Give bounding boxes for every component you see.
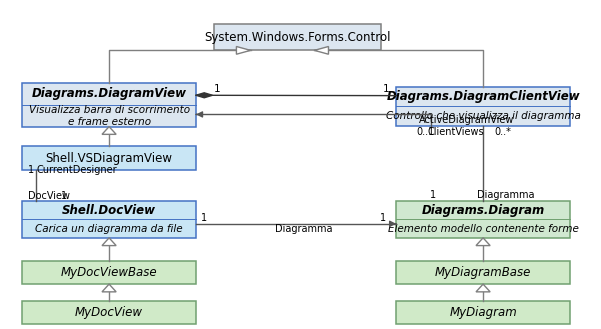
Text: ActiveDiagramView: ActiveDiagramView (419, 115, 514, 125)
Text: Diagramma: Diagramma (275, 224, 333, 234)
Bar (396, 87, 570, 126)
Polygon shape (102, 238, 116, 245)
Text: Diagrams.Diagram: Diagrams.Diagram (421, 204, 545, 216)
Text: MyDocViewBase: MyDocViewBase (61, 266, 157, 279)
Text: Carica un diagramma da file: Carica un diagramma da file (35, 224, 183, 234)
Text: 1: 1 (430, 190, 436, 200)
Polygon shape (102, 284, 116, 292)
Polygon shape (476, 284, 490, 292)
Text: 1: 1 (213, 84, 220, 94)
Text: Diagramma: Diagramma (477, 190, 535, 200)
Polygon shape (196, 93, 212, 98)
Text: MyDiagramBase: MyDiagramBase (435, 266, 531, 279)
Text: Diagrams.DiagramView: Diagrams.DiagramView (32, 88, 186, 100)
Text: 1: 1 (379, 213, 386, 222)
Bar (22, 83, 196, 127)
Text: 1: 1 (61, 190, 67, 200)
Text: 1: 1 (201, 213, 207, 222)
Text: Shell.VSDiagramView: Shell.VSDiagramView (46, 152, 172, 164)
Text: DocView: DocView (28, 190, 70, 200)
Polygon shape (476, 238, 490, 245)
Bar (396, 201, 570, 238)
Bar (22, 201, 196, 238)
Text: ClientViews: ClientViews (427, 127, 484, 138)
Text: 1: 1 (383, 85, 390, 94)
Bar (396, 301, 570, 324)
Bar (396, 261, 570, 284)
Text: Controllo che visualizza il diagramma: Controllo che visualizza il diagramma (386, 111, 581, 121)
Text: MyDocView: MyDocView (75, 306, 143, 319)
Bar (22, 146, 196, 170)
Polygon shape (314, 46, 329, 54)
Bar (213, 24, 382, 50)
Text: Diagrams.DiagramClientView: Diagrams.DiagramClientView (386, 90, 580, 103)
Text: Shell.DocView: Shell.DocView (62, 204, 156, 216)
Text: CurrentDesigner: CurrentDesigner (37, 165, 118, 175)
Polygon shape (236, 46, 251, 54)
Bar (22, 301, 196, 324)
Bar (22, 261, 196, 284)
Text: 1: 1 (28, 165, 34, 175)
Text: Elemento modello contenente forme: Elemento modello contenente forme (388, 224, 579, 234)
Text: Visualizza barra di scorrimento
e frame esterno: Visualizza barra di scorrimento e frame … (28, 105, 190, 127)
Text: System.Windows.Forms.Control: System.Windows.Forms.Control (204, 31, 391, 44)
Text: 0..*: 0..* (495, 127, 511, 138)
Text: 0..1: 0..1 (416, 127, 434, 138)
Text: MyDiagram: MyDiagram (449, 306, 517, 319)
Polygon shape (102, 127, 116, 134)
